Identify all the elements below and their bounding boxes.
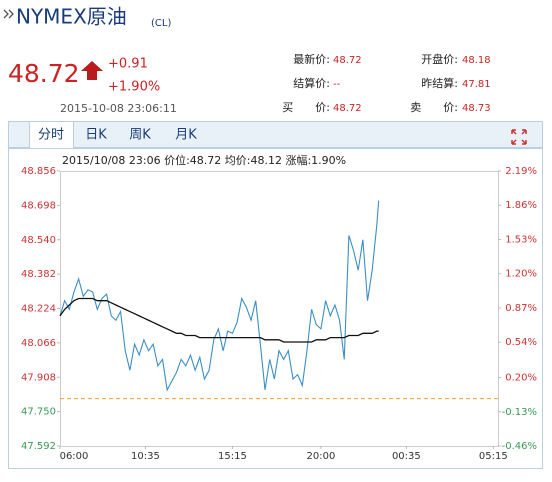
y2-tick-label: 1.86%: [505, 200, 537, 211]
tab[interactable]: 周K: [129, 128, 151, 143]
x-tick-label: 20:00: [307, 451, 336, 462]
expand-icon[interactable]: [511, 129, 527, 145]
field-value: 48.72: [333, 103, 362, 114]
y2-tick-label: 1.20%: [505, 269, 537, 280]
tab[interactable]: 月K: [175, 128, 197, 143]
field-value: --: [333, 79, 341, 90]
quote-time: 2015-10-08 23:06:11: [60, 102, 177, 115]
price: 48.72: [8, 59, 80, 88]
field-value: 48.18: [462, 55, 491, 66]
code: (CL): [151, 18, 171, 29]
x-tick-label: 00:35: [392, 451, 421, 462]
field-label: 结算价:: [293, 76, 330, 90]
tab[interactable]: 日K: [85, 128, 107, 143]
y-tick-label: 48.856: [21, 166, 56, 177]
tab-bar: [8, 121, 543, 148]
field-value: 48.73: [462, 103, 491, 114]
x-tick-label: 05:15: [479, 451, 508, 462]
y-tick-label: 47.592: [21, 441, 56, 452]
field-label: 昨结算:: [421, 76, 458, 90]
x-tick-label: 06:00: [60, 451, 89, 462]
y-tick-label: 48.224: [21, 304, 56, 315]
y-tick-label: 48.540: [21, 235, 56, 246]
y2-tick-label: 0.54%: [505, 337, 537, 348]
change: +0.91: [108, 57, 148, 72]
y2-tick-label: 0.20%: [505, 373, 537, 384]
chart-frame: [8, 148, 543, 469]
field-value: 48.72: [333, 55, 362, 66]
field-label: 卖 价:: [410, 101, 458, 114]
title: NYMEX原油: [16, 5, 127, 29]
up-arrow: [81, 61, 103, 80]
field-label: 开盘价:: [421, 52, 458, 66]
title-bullet: [3, 9, 14, 19]
average-line: [59, 297, 379, 343]
y2-tick-label: 1.53%: [505, 234, 537, 245]
y2-tick-label: -0.46%: [502, 441, 537, 452]
field-label: 买 价:: [282, 101, 330, 114]
y2-tick-label: 0.87%: [505, 303, 537, 314]
tab-active-bg: [29, 121, 74, 149]
y-tick-label: 47.750: [21, 407, 56, 418]
y2-tick-label: -0.13%: [502, 407, 537, 418]
x-tick-label: 15:15: [218, 451, 247, 462]
change-pct: +1.90%: [108, 80, 160, 95]
chart-info: 2015/10/08 23:06 价位:48.72 均价:48.12 涨幅:1.…: [62, 153, 346, 167]
field-label: 最新价:: [293, 52, 330, 66]
y-tick-label: 48.382: [21, 269, 56, 280]
plot-area: [60, 171, 499, 447]
y-tick-label: 48.066: [21, 338, 56, 349]
price-line: [59, 200, 380, 392]
field-value: 47.81: [462, 79, 491, 90]
tab[interactable]: 分时: [38, 128, 64, 143]
y-tick-label: 47.908: [21, 372, 56, 383]
y-tick-label: 48.698: [21, 200, 56, 211]
x-tick-label: 10:35: [131, 451, 160, 462]
y2-tick-label: 2.19%: [505, 166, 537, 177]
